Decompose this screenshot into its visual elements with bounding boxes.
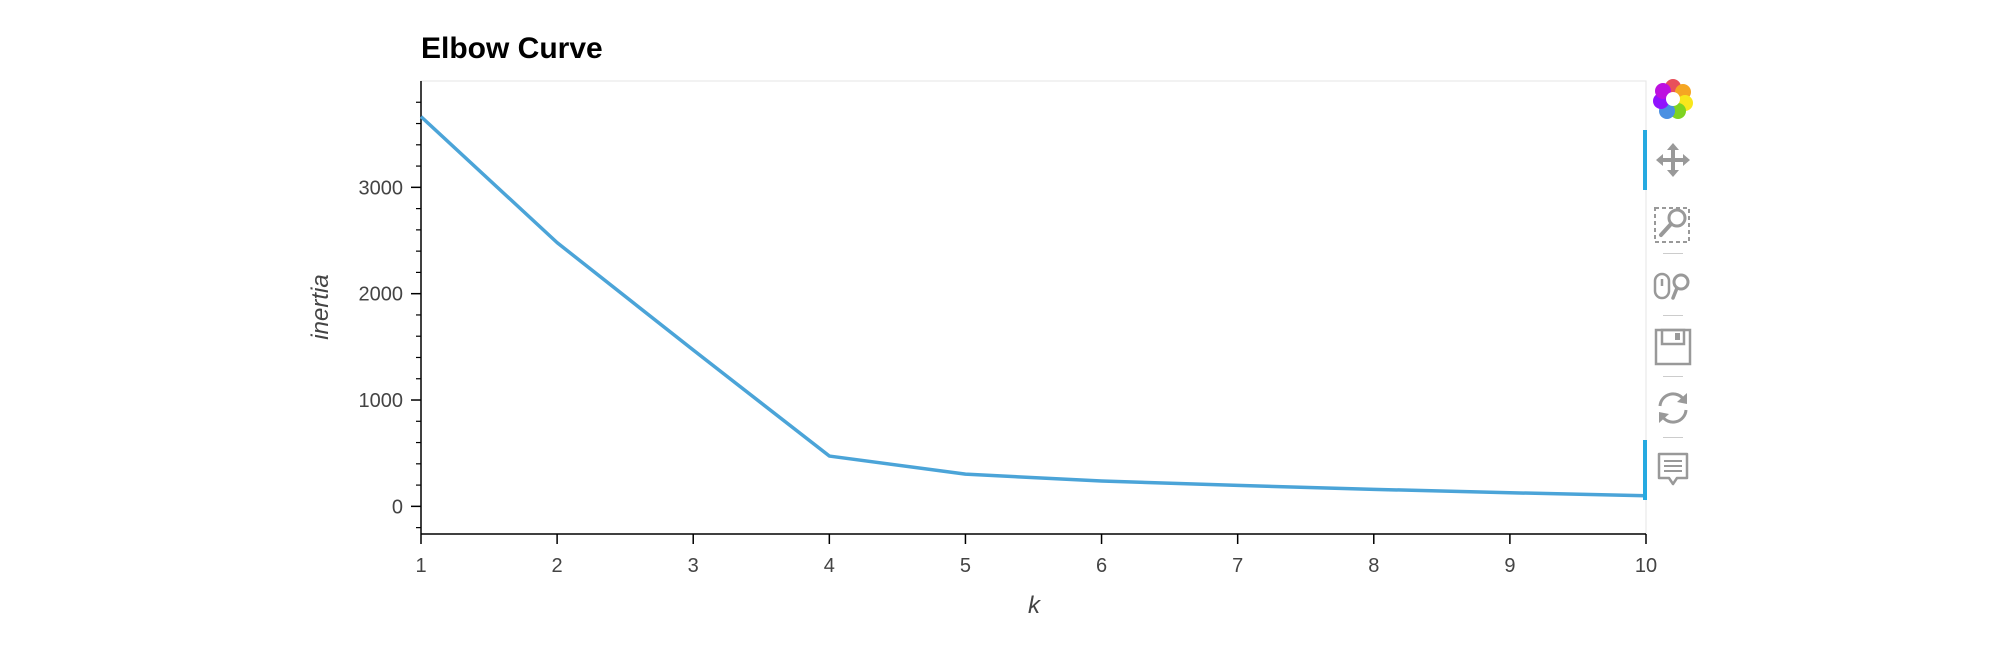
plot-frame [420, 80, 1647, 535]
y-tick-label: 3000 [359, 177, 404, 199]
reset-tool-button[interactable] [1643, 382, 1703, 434]
series-line-0 [419, 115, 1647, 498]
x-tick-label: 6 [1096, 555, 1107, 577]
x-tick-label: 9 [1504, 555, 1515, 577]
save-icon [1654, 328, 1692, 366]
x-tick-label: 5 [960, 555, 971, 577]
hover-icon [1657, 452, 1689, 486]
x-tick-label: 1 [415, 555, 426, 577]
x-axis: 1 2 3 4 5 6 7 8 9 10 [415, 533, 1657, 577]
x-tick-label: 2 [552, 555, 563, 577]
wheel-zoom-tool-button[interactable] [1643, 260, 1703, 312]
chart-toolbar [1643, 74, 1703, 500]
pan-icon [1656, 143, 1690, 177]
wheel-zoom-icon [1653, 272, 1690, 300]
x-tick-label: 4 [824, 555, 835, 577]
reset-icon [1658, 392, 1688, 424]
y-axis-label: inertia [307, 274, 334, 339]
chart-title: Elbow Curve [421, 32, 603, 65]
x-tick-label: 7 [1232, 555, 1243, 577]
x-tick-label: 8 [1368, 555, 1379, 577]
x-axis-label: k [1028, 592, 1042, 619]
save-tool-button[interactable] [1643, 321, 1703, 373]
y-tick-label: 0 [392, 496, 403, 518]
bokeh-logo-icon[interactable] [1643, 74, 1703, 124]
series-layer [419, 115, 1647, 498]
y-axis: 0 1000 2000 3000 [359, 81, 422, 534]
box-zoom-icon [1654, 207, 1690, 243]
y-tick-label: 2000 [359, 284, 404, 306]
pan-tool-button[interactable] [1643, 130, 1703, 190]
hover-tool-button[interactable] [1643, 440, 1703, 500]
box-zoom-tool-button[interactable] [1643, 198, 1703, 250]
x-tick-label: 3 [688, 555, 699, 577]
x-tick-label: 10 [1635, 555, 1657, 577]
y-tick-label: 1000 [359, 390, 404, 412]
